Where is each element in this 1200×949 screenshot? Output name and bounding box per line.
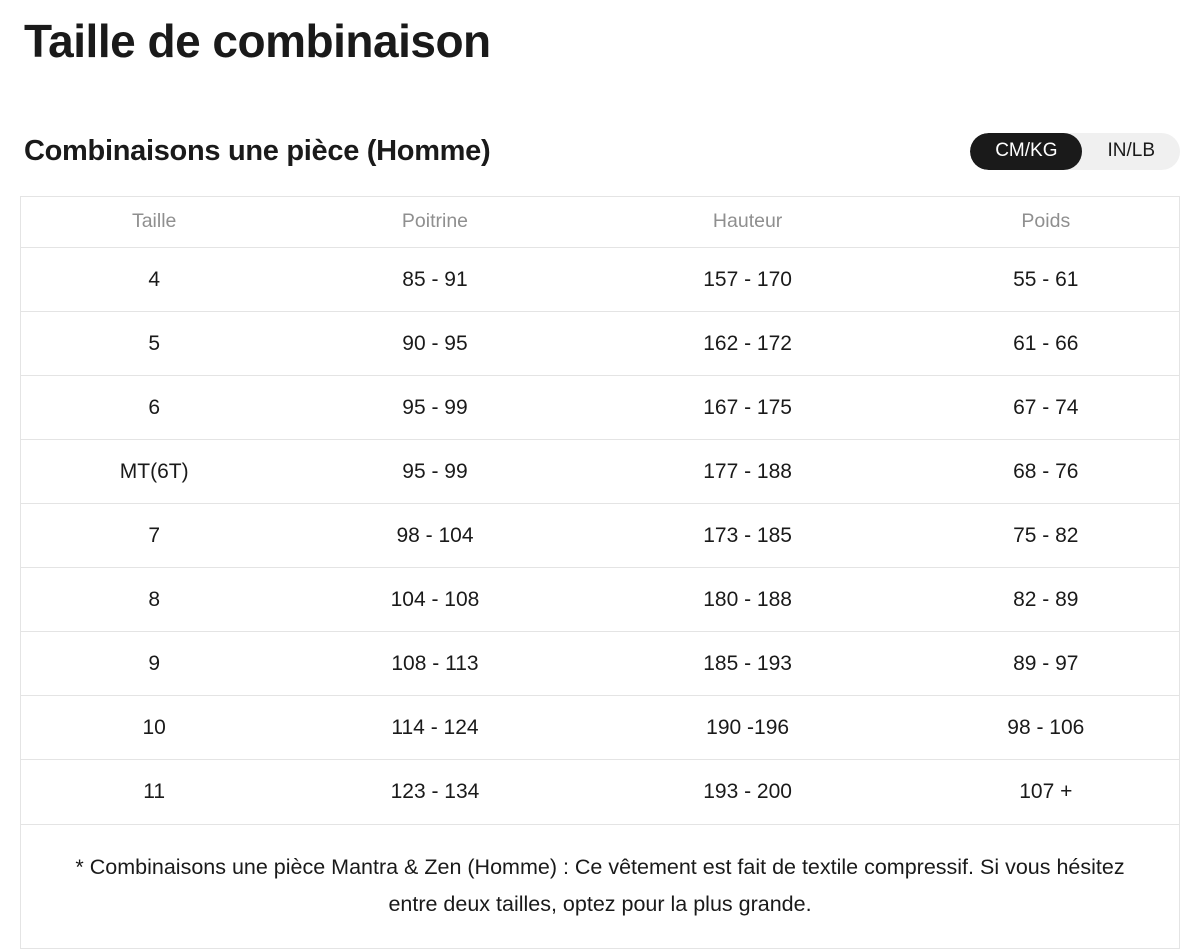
table-row: 7 98 - 104 173 - 185 75 - 82 [21, 503, 1179, 568]
table-cell: 95 - 99 [287, 439, 583, 504]
table-cell: 82 - 89 [912, 567, 1179, 632]
table-cell: 67 - 74 [912, 375, 1179, 440]
table-cell: 10 [21, 695, 288, 760]
table-cell: 162 - 172 [582, 311, 913, 376]
table-row: 6 95 - 99 167 - 175 67 - 74 [21, 375, 1179, 440]
section-header: Combinaisons une pièce (Homme) CM/KG IN/… [20, 132, 1180, 170]
table-cell: MT(6T) [21, 439, 288, 504]
table-cell: 55 - 61 [1013, 267, 1079, 291]
table-cell: 95 - 99 [287, 375, 583, 440]
table-cell: 98 - 106 [912, 695, 1179, 760]
table-cell: 180 - 188 [582, 567, 913, 632]
unit-toggle: CM/KG IN/LB [970, 132, 1180, 170]
table-cell: 167 - 175 [582, 375, 913, 440]
table-cell: 193 - 200 [582, 759, 913, 824]
section-subtitle: Combinaisons une pièce (Homme) [24, 134, 491, 167]
table-cell: 85 - 91 [402, 267, 468, 291]
size-table: Taille Poitrine Hauteur Poids 4 85 - 91 15… [21, 196, 1179, 824]
table-cell: 123 - 134 [287, 759, 583, 824]
unit-toggle-inlb-button[interactable]: IN/LB [1082, 133, 1180, 170]
table-cell: 90 - 95 [287, 311, 583, 376]
table-row: 11 123 - 134 193 - 200 107 + [21, 759, 1179, 824]
table-footnote: * Combinaisons une pièce Mantra & Zen (H… [21, 823, 1179, 948]
table-cell: 185 - 193 [582, 631, 913, 696]
table-row: MT(6T) 95 - 99 177 - 188 68 - 76 [21, 439, 1179, 504]
table-cell: 75 - 82 [912, 503, 1179, 568]
page-title: Taille de combinaison [24, 15, 491, 67]
table-cell: 9 [21, 631, 288, 696]
table-cell: 61 - 66 [912, 311, 1179, 376]
table-cell: 8 [21, 567, 288, 632]
column-header-hauteur: Hauteur [582, 196, 913, 249]
table-cell: 108 - 113 [287, 631, 583, 696]
table-cell: 104 - 108 [287, 567, 583, 632]
table-cell: 5 [21, 311, 288, 376]
table-cell: 7 [21, 503, 288, 568]
table-cell: 98 - 104 [287, 503, 583, 568]
column-header-poids: Poids [912, 196, 1179, 249]
table-cell: 190 -196 [582, 695, 913, 760]
table-cell: 107 + [912, 759, 1179, 824]
column-header-poitrine: Poitrine [287, 196, 583, 249]
table-row: 4 85 - 91 157 - 170 55 - 61 [21, 248, 1179, 312]
table-cell: 173 - 185 [582, 503, 913, 568]
table-row: 10 114 - 124 190 -196 98 - 106 [21, 695, 1179, 760]
table-header-row: Taille Poitrine Hauteur Poids [21, 196, 1179, 249]
size-table-body: 4 85 - 91 157 - 170 55 - 61 5 90 - 95 162 - 17… [21, 248, 1179, 824]
table-cell: 157 - 170 [703, 267, 792, 291]
table-cell: 11 [21, 759, 288, 824]
table-cell: 68 - 76 [912, 439, 1179, 504]
table-cell: 89 - 97 [912, 631, 1179, 696]
unit-toggle-cmkg-button[interactable]: CM/KG [970, 132, 1083, 170]
table-row: 8 104 - 108 180 - 188 82 - 89 [21, 567, 1179, 632]
table-cell: 6 [21, 375, 288, 440]
column-header-taille: Taille [21, 196, 288, 249]
table-cell: 177 - 188 [582, 439, 913, 504]
size-table-container: Taille Poitrine Hauteur Poids 4 85 - 91 15… [20, 195, 1180, 949]
table-cell: 4 [148, 267, 160, 291]
table-row: 9 108 - 113 185 - 193 89 - 97 [21, 631, 1179, 696]
table-row: 5 90 - 95 162 - 172 61 - 66 [21, 311, 1179, 376]
table-cell: 114 - 124 [287, 695, 583, 760]
